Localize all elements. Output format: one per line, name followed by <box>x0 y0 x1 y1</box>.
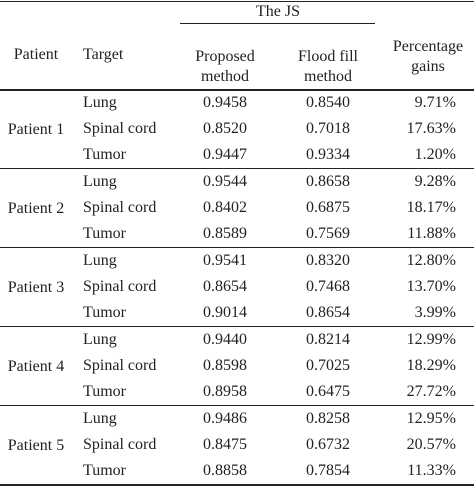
patient-label: Patient 5 <box>7 436 65 454</box>
floodfill-cell: 0.6475 <box>306 383 350 400</box>
floodfill-cell: 0.8658 <box>306 173 350 190</box>
proposed-cell: 0.9458 <box>203 94 247 111</box>
proposed-cell: 0.8402 <box>203 199 247 216</box>
patient-label: Patient 4 <box>7 357 65 375</box>
rule <box>0 247 474 248</box>
target-cell: Spinal cord <box>83 357 157 374</box>
target-cell: Lung <box>83 94 117 111</box>
column-header: Percentage gains <box>392 38 464 75</box>
floodfill-cell: 0.6875 <box>306 199 350 216</box>
proposed-cell: 0.8589 <box>203 225 247 242</box>
target-cell: Lung <box>83 173 117 190</box>
patient-label: Patient 2 <box>7 199 65 217</box>
proposed-cell: 0.8858 <box>203 462 247 479</box>
proposed-cell: 0.9544 <box>203 173 247 190</box>
proposed-cell: 0.8520 <box>203 120 247 137</box>
floodfill-cell: 0.8540 <box>306 94 350 111</box>
target-cell: Lung <box>83 410 117 427</box>
column-header: Patient <box>13 46 59 63</box>
rule <box>0 326 474 327</box>
rule <box>0 1 474 2</box>
column-header: Flood fill method <box>297 48 358 85</box>
gain-cell: 27.72% <box>406 383 456 400</box>
column-header: Target <box>83 46 124 63</box>
rule <box>0 405 474 406</box>
rule <box>0 89 474 91</box>
gain-cell: 11.88% <box>407 225 456 242</box>
proposed-cell: 0.9486 <box>203 410 247 427</box>
gain-cell: 20.57% <box>406 436 456 453</box>
target-cell: Spinal cord <box>83 278 157 295</box>
proposed-cell: 0.8598 <box>203 357 247 374</box>
floodfill-cell: 0.8258 <box>306 410 350 427</box>
rule <box>0 168 474 169</box>
gain-cell: 11.33% <box>407 462 456 479</box>
proposed-cell: 0.9447 <box>203 146 247 163</box>
target-cell: Tumor <box>83 383 126 400</box>
gain-cell: 12.99% <box>406 331 456 348</box>
floodfill-cell: 0.7468 <box>306 278 350 295</box>
gain-cell: 9.71% <box>414 94 456 111</box>
rule <box>0 484 474 486</box>
target-cell: Tumor <box>83 462 126 479</box>
floodfill-cell: 0.8320 <box>306 252 350 269</box>
group-header: The JS <box>256 3 300 20</box>
gain-cell: 12.95% <box>406 410 456 427</box>
rule <box>180 23 375 24</box>
target-cell: Spinal cord <box>83 436 157 453</box>
target-cell: Spinal cord <box>83 120 157 137</box>
patient-label: Patient 1 <box>7 120 65 138</box>
floodfill-cell: 0.7569 <box>306 225 350 242</box>
gain-cell: 18.17% <box>406 199 456 216</box>
floodfill-cell: 0.6732 <box>306 436 350 453</box>
floodfill-cell: 0.7854 <box>306 462 350 479</box>
gain-cell: 13.70% <box>406 278 456 295</box>
gain-cell: 9.28% <box>414 173 456 190</box>
gain-cell: 17.63% <box>406 120 456 137</box>
proposed-cell: 0.8654 <box>203 278 247 295</box>
target-cell: Tumor <box>83 304 126 321</box>
gain-cell: 18.29% <box>406 357 456 374</box>
floodfill-cell: 0.9334 <box>306 146 350 163</box>
floodfill-cell: 0.7025 <box>306 357 350 374</box>
target-cell: Tumor <box>83 225 126 242</box>
proposed-cell: 0.9014 <box>203 304 247 321</box>
proposed-cell: 0.8475 <box>203 436 247 453</box>
target-cell: Lung <box>83 252 117 269</box>
floodfill-cell: 0.8654 <box>306 304 350 321</box>
proposed-cell: 0.9440 <box>203 331 247 348</box>
target-cell: Spinal cord <box>83 199 157 216</box>
target-cell: Tumor <box>83 146 126 163</box>
floodfill-cell: 0.8214 <box>306 331 350 348</box>
proposed-cell: 0.8958 <box>203 383 247 400</box>
gain-cell: 12.80% <box>406 252 456 269</box>
gain-cell: 3.99% <box>414 304 456 321</box>
patient-label: Patient 3 <box>7 278 65 296</box>
target-cell: Lung <box>83 331 117 348</box>
gain-cell: 1.20% <box>414 146 456 163</box>
floodfill-cell: 0.7018 <box>306 120 350 137</box>
column-header: Proposed method <box>195 48 255 85</box>
proposed-cell: 0.9541 <box>203 252 247 269</box>
